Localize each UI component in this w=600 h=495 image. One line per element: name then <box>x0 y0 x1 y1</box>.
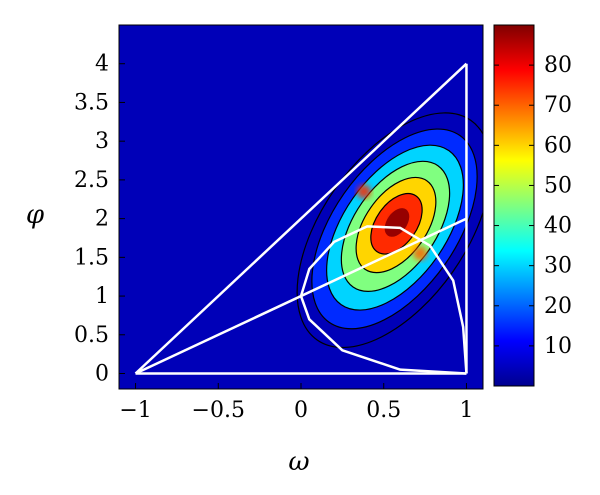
density-ridge-point <box>389 215 404 230</box>
colorbar-tick-label: 20 <box>544 294 572 319</box>
x-tick-label: −1 <box>119 398 151 423</box>
colorbar-tick-label: 80 <box>544 53 572 78</box>
x-tick-label: 1 <box>459 398 473 423</box>
boundary-curve <box>299 225 468 375</box>
density-ridge-point <box>356 184 371 199</box>
x-axis-label: ω <box>288 447 309 477</box>
y-tick-label: 0 <box>95 362 109 387</box>
colorbar-axis: 10 20 30 40 50 60 70 80 <box>494 53 572 359</box>
colorbar-tick-label: 70 <box>544 93 572 118</box>
y-axis: 0 0.5 1 1.5 2 2.5 3 3.5 4 <box>74 52 125 387</box>
x-tick-label: −0.5 <box>192 398 245 423</box>
colorbar-tick-label: 50 <box>544 173 572 198</box>
colorbar-tick-label: 30 <box>544 254 572 279</box>
colorbar-tick-label: 10 <box>544 334 572 359</box>
y-axis-label: φ <box>26 200 45 230</box>
y-tick-label: 4 <box>95 52 109 77</box>
y-tick-label: 1.5 <box>74 245 109 270</box>
colorbar <box>493 24 535 387</box>
y-tick-label: 3 <box>95 129 109 154</box>
y-tick-label: 3.5 <box>74 90 109 115</box>
colorbar-tick-label: 60 <box>544 133 572 158</box>
y-tick-label: 2 <box>95 207 109 232</box>
x-tick-label: 0.5 <box>366 398 401 423</box>
y-tick-label: 2.5 <box>74 168 109 193</box>
x-tick-label: 0 <box>294 398 308 423</box>
y-tick-label: 1 <box>95 284 109 309</box>
overlay-layer <box>134 62 468 375</box>
density-ridge-point <box>413 246 428 261</box>
line-left-upper <box>134 62 468 375</box>
y-tick-label: 0.5 <box>74 323 109 348</box>
colorbar-tick-label: 40 <box>544 214 572 239</box>
x-axis: −1 −0.5 0 0.5 1 <box>119 383 473 423</box>
